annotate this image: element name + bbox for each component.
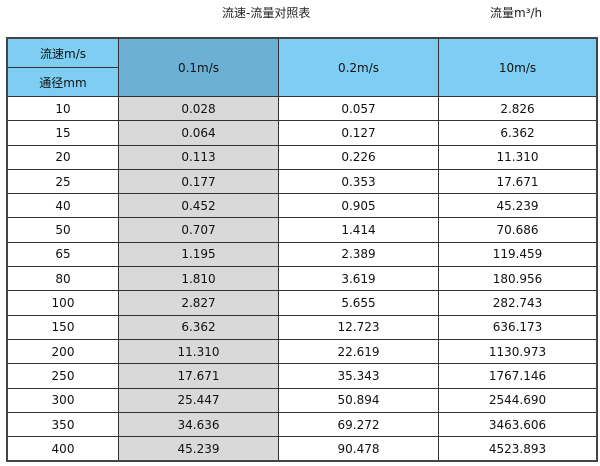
- table-row: 250 17.671 35.343 1767.146: [6, 363, 598, 389]
- diameter-cell: 40: [6, 193, 119, 219]
- table-row: 15 0.064 0.127 6.362: [6, 120, 598, 146]
- flow-cell: 5.655: [278, 290, 439, 316]
- flow-cell: 180.956: [438, 266, 598, 292]
- flow-cell: 1.195: [118, 241, 279, 268]
- flow-cell: 119.459: [438, 241, 598, 268]
- header-row: 通径mm: [6, 67, 597, 97]
- flow-cell: 282.743: [438, 290, 598, 316]
- flow-cell: 2.389: [278, 241, 439, 268]
- flow-cell: 0.064: [118, 120, 279, 146]
- flow-cell: 0.177: [118, 168, 279, 195]
- table-row: 50 0.707 1.414 70.686: [6, 217, 598, 243]
- table-row: 65 1.195 2.389 119.459: [6, 241, 598, 268]
- diameter-cell: 20: [6, 144, 119, 170]
- diameter-cell: 25: [6, 168, 119, 195]
- flow-cell: 6.362: [118, 314, 279, 340]
- flow-cell: 636.173: [438, 314, 598, 340]
- column-header-0.2: 0.2m/s: [278, 37, 439, 97]
- diameter-cell: 50: [6, 217, 119, 243]
- table-row: 20 0.113 0.226 11.310: [6, 144, 598, 170]
- diameter-cell: 150: [6, 314, 119, 340]
- table-row: 25 0.177 0.353 17.671: [6, 168, 598, 195]
- flow-cell: 0.127: [278, 120, 439, 146]
- flow-cell: 0.707: [118, 217, 279, 243]
- flow-cell: 2.827: [118, 290, 279, 316]
- flow-cell: 12.723: [278, 314, 439, 340]
- flow-cell: 4523.893: [438, 436, 598, 462]
- diameter-cell: 300: [6, 387, 119, 413]
- table-row: 100 2.827 5.655 282.743: [6, 290, 598, 316]
- flow-cell: 90.478: [278, 436, 439, 462]
- flow-cell: 34.636: [118, 411, 279, 438]
- flow-cell: 45.239: [438, 193, 598, 219]
- table-title: 流速-流量对照表: [222, 6, 311, 20]
- flow-cell: 35.343: [278, 363, 439, 389]
- flow-cell: 0.452: [118, 193, 279, 219]
- velocity-header: 流速m/s: [6, 37, 119, 68]
- column-header-0.1: 0.1m/s: [118, 37, 279, 97]
- diameter-header: 通径mm: [6, 67, 119, 97]
- unit-label: 流量m³/h: [490, 6, 543, 20]
- diameter-cell: 15: [6, 120, 119, 146]
- table-row: 150 6.362 12.723 636.173: [6, 314, 598, 340]
- flow-cell: 1130.973: [438, 338, 598, 365]
- diameter-cell: 100: [6, 290, 119, 316]
- flow-cell: 1.810: [118, 266, 279, 292]
- flow-cell: 3.619: [278, 266, 439, 292]
- diameter-cell: 200: [6, 338, 119, 365]
- table-row: 40 0.452 0.905 45.239: [6, 193, 598, 219]
- flow-rate-table: 流速m/s 0.1m/s 0.2m/s 10m/s 通径mm 10 0.028 0.…: [6, 37, 598, 463]
- flow-cell: 0.028: [118, 95, 279, 122]
- flow-cell: 0.353: [278, 168, 439, 195]
- diameter-cell: 250: [6, 363, 119, 389]
- table-row: 350 34.636 69.272 3463.606: [6, 411, 598, 438]
- flow-cell: 1767.146: [438, 363, 598, 389]
- diameter-cell: 350: [6, 411, 119, 438]
- flow-cell: 22.619: [278, 338, 439, 365]
- table-row: 80 1.810 3.619 180.956: [6, 266, 598, 292]
- flow-cell: 25.447: [118, 387, 279, 413]
- diameter-cell: 65: [6, 241, 119, 268]
- flow-cell: 6.362: [438, 120, 598, 146]
- flow-cell: 17.671: [438, 168, 598, 195]
- flow-cell: 0.905: [278, 193, 439, 219]
- column-header-10: 10m/s: [438, 37, 598, 97]
- flow-cell: 1.414: [278, 217, 439, 243]
- table-row: 400 45.239 90.478 4523.893: [6, 436, 598, 462]
- flow-cell: 17.671: [118, 363, 279, 389]
- flow-cell: 11.310: [438, 144, 598, 170]
- table-row: 300 25.447 50.894 2544.690: [6, 387, 598, 413]
- diameter-cell: 400: [6, 436, 119, 462]
- flow-cell: 0.113: [118, 144, 279, 170]
- header-row: 流速m/s 0.1m/s 0.2m/s 10m/s: [6, 37, 598, 97]
- flow-cell: 0.226: [278, 144, 439, 170]
- flow-cell: 45.239: [118, 436, 279, 462]
- flow-cell: 2.826: [438, 95, 598, 122]
- table-row: 200 11.310 22.619 1130.973: [6, 338, 598, 365]
- flow-cell: 3463.606: [438, 411, 598, 438]
- flow-cell: 11.310: [118, 338, 279, 365]
- flow-cell: 50.894: [278, 387, 439, 413]
- table-row: 10 0.028 0.057 2.826: [6, 95, 598, 122]
- flow-cell: 0.057: [278, 95, 439, 122]
- flow-cell: 2544.690: [438, 387, 598, 413]
- flow-cell: 70.686: [438, 217, 598, 243]
- diameter-cell: 80: [6, 266, 119, 292]
- flow-cell: 69.272: [278, 411, 439, 438]
- diameter-cell: 10: [6, 95, 119, 122]
